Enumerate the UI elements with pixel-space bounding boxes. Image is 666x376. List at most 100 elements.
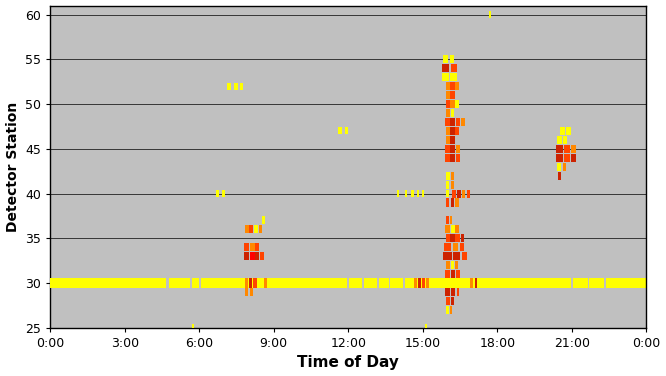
Bar xyxy=(394,278,402,288)
Bar xyxy=(456,234,460,243)
Bar xyxy=(451,288,455,296)
Bar xyxy=(377,278,379,288)
Bar xyxy=(571,154,575,162)
Bar xyxy=(430,278,434,288)
Bar xyxy=(555,278,563,288)
Bar xyxy=(444,252,452,260)
Bar xyxy=(426,278,430,288)
Bar xyxy=(564,145,570,153)
Bar xyxy=(397,190,399,197)
Bar xyxy=(456,127,459,135)
Bar xyxy=(450,306,452,314)
Bar xyxy=(411,190,414,197)
Bar xyxy=(456,100,459,108)
Bar xyxy=(587,278,589,288)
Bar xyxy=(462,278,468,288)
Bar xyxy=(446,217,449,224)
Bar xyxy=(484,278,490,288)
Bar xyxy=(382,278,390,288)
Bar xyxy=(195,278,203,288)
Bar xyxy=(446,82,450,90)
Bar xyxy=(451,199,454,206)
Bar xyxy=(451,171,454,180)
Bar xyxy=(448,278,454,288)
Bar xyxy=(571,145,575,153)
Bar xyxy=(450,127,455,135)
Bar xyxy=(456,118,460,126)
Bar xyxy=(460,243,464,251)
Bar xyxy=(274,278,280,288)
Bar xyxy=(338,127,342,135)
Bar xyxy=(294,278,302,288)
Bar xyxy=(282,278,290,288)
Bar xyxy=(264,278,267,288)
Bar xyxy=(442,73,450,81)
Bar xyxy=(443,55,448,63)
Bar xyxy=(435,278,440,288)
Bar xyxy=(451,270,455,278)
Bar xyxy=(567,278,575,288)
Bar xyxy=(500,278,507,288)
Bar xyxy=(389,278,390,288)
Bar xyxy=(446,234,450,243)
Bar xyxy=(457,288,459,296)
Bar xyxy=(445,145,450,153)
Bar xyxy=(332,278,341,288)
Bar xyxy=(450,100,455,108)
Bar xyxy=(602,278,615,288)
Bar xyxy=(416,190,419,197)
Bar xyxy=(453,252,460,260)
Bar xyxy=(453,243,458,251)
Bar xyxy=(450,55,454,63)
Bar xyxy=(442,64,450,72)
Bar xyxy=(545,278,553,288)
Bar xyxy=(262,217,266,224)
Bar xyxy=(566,127,571,135)
Bar xyxy=(250,252,254,260)
Bar xyxy=(558,171,561,180)
Bar xyxy=(630,278,642,288)
Bar xyxy=(450,91,455,99)
Bar xyxy=(362,278,364,288)
Bar xyxy=(445,288,450,296)
Bar xyxy=(405,190,408,197)
Bar xyxy=(404,278,405,288)
Bar xyxy=(450,154,456,162)
Bar xyxy=(474,278,477,288)
Bar xyxy=(462,252,467,260)
Bar xyxy=(450,82,455,90)
Bar xyxy=(446,171,450,180)
Bar xyxy=(133,278,149,288)
Bar xyxy=(604,278,606,288)
Bar xyxy=(245,278,248,288)
Bar xyxy=(489,11,492,18)
Bar xyxy=(254,225,258,233)
X-axis label: Time of Day: Time of Day xyxy=(297,355,399,370)
Bar xyxy=(258,278,262,288)
Bar xyxy=(348,278,349,288)
Bar xyxy=(319,278,328,288)
Bar xyxy=(344,278,352,288)
Bar xyxy=(445,225,450,233)
Bar xyxy=(418,278,421,288)
Y-axis label: Detector Station: Detector Station xyxy=(5,102,19,232)
Bar xyxy=(441,278,446,288)
Bar xyxy=(249,225,254,233)
Bar xyxy=(446,306,449,314)
Bar xyxy=(450,234,455,243)
Bar xyxy=(456,270,460,278)
Bar xyxy=(208,278,220,288)
Bar xyxy=(462,190,466,198)
Bar xyxy=(234,83,238,90)
Bar xyxy=(236,278,244,288)
Bar xyxy=(456,199,459,206)
Bar xyxy=(166,278,169,288)
Bar xyxy=(445,154,450,162)
Bar xyxy=(446,199,450,206)
Bar xyxy=(307,278,315,288)
Bar xyxy=(254,278,256,288)
Bar xyxy=(563,136,567,144)
Bar xyxy=(451,297,454,305)
Bar xyxy=(455,225,459,233)
Bar xyxy=(452,180,454,189)
